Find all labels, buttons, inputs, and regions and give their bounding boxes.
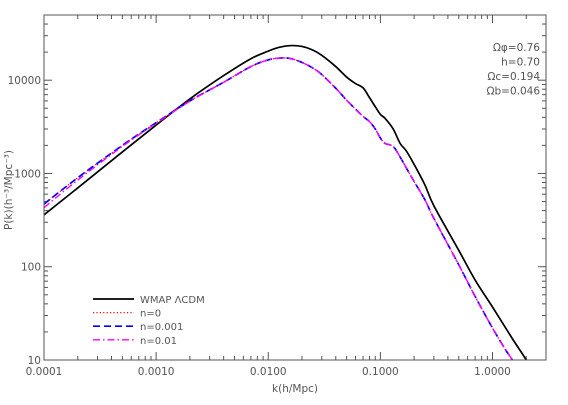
- x-tick-label: 0.0100: [250, 366, 287, 378]
- plot-frame: [43, 14, 547, 361]
- series-lines: [44, 44, 528, 360]
- parameter-label: Ωb=0.046: [486, 86, 540, 98]
- x-tick-label: 0.0001: [26, 366, 63, 378]
- legend-label: n=0.01: [140, 336, 177, 347]
- series-line-wmap-cdm: [44, 44, 528, 360]
- y-axis-title: P(k)(h⁻³/Mpc⁻³): [3, 150, 15, 230]
- legend-label: n=0: [140, 309, 161, 320]
- y-tick-label: 1000: [14, 168, 41, 180]
- y-tick-label: 10: [28, 355, 41, 367]
- parameter-label: h=0.70: [501, 57, 540, 69]
- legend: WMAP ΛCDM n=0 n=0.001 n=0.01: [93, 295, 205, 347]
- parameter-label: Ωc=0.194: [487, 71, 540, 83]
- y-tick-label: 100: [21, 262, 41, 274]
- axis-ticks: [43, 14, 547, 361]
- cosmology-parameters: Ωφ=0.76 h=0.70 Ωc=0.194 Ωb=0.046: [486, 42, 540, 98]
- x-tick-label: 0.0010: [138, 366, 175, 378]
- x-tick-label: 1.0000: [474, 366, 511, 378]
- series-line-n-0: [44, 57, 513, 360]
- tick-labels: 0.0001 0.0010 0.0100 0.1000 1.0000 10 100 1000 1…: [8, 75, 511, 378]
- legend-label: n=0.001: [140, 322, 183, 333]
- x-axis-title: k(h/Mpc): [272, 383, 318, 395]
- x-tick-label: 0.1000: [362, 366, 399, 378]
- parameter-label: Ωφ=0.76: [493, 42, 540, 54]
- legend-label: WMAP ΛCDM: [140, 295, 205, 306]
- y-tick-label: 10000: [8, 75, 41, 87]
